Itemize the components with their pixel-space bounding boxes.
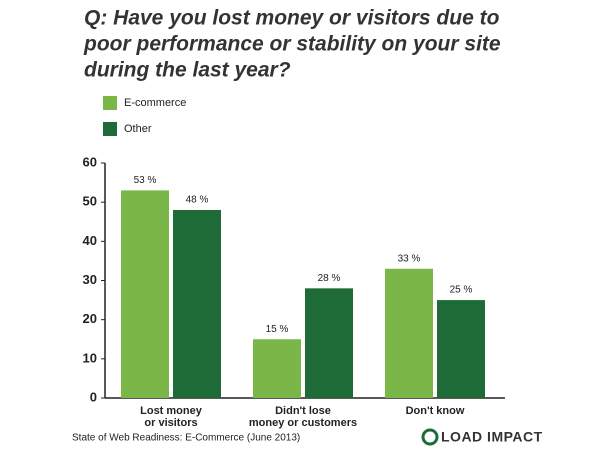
legend-label: Other [124,123,152,135]
x-tick-label: Lost money [140,405,203,417]
x-tick-label: or visitors [144,417,197,429]
value-label: 33 % [398,253,421,264]
logo-text: LOAD IMPACT [441,429,543,445]
bar [253,339,301,398]
y-tick-label: 60 [83,154,97,169]
x-tick-label: Don't know [406,405,465,417]
logo: LOAD IMPACT [421,428,543,446]
value-label: 28 % [318,273,341,284]
legend-swatch [103,122,117,136]
bar [437,300,485,398]
chart-title: poor performance or stability on your si… [83,33,501,56]
bar [121,190,169,398]
y-tick-label: 50 [83,194,97,209]
logo-icon [421,428,439,446]
value-label: 48 % [186,195,209,206]
y-tick-label: 0 [90,389,97,404]
value-label: 53 % [134,175,157,186]
y-tick-label: 40 [83,233,97,248]
y-tick-label: 20 [83,311,97,326]
bar [305,288,353,398]
bar [173,210,221,398]
y-tick-label: 10 [83,350,97,365]
x-tick-label: money or customers [249,417,357,429]
bar [385,268,433,398]
chart-title: Q: Have you lost money or visitors due t… [84,7,500,30]
value-label: 25 % [450,285,473,296]
chart-title: during the last year? [84,59,291,82]
x-tick-label: Didn't lose [275,405,331,417]
source-note: State of Web Readiness: E-Commerce (June… [72,433,300,444]
legend-label: E-commerce [124,97,186,109]
legend-swatch [103,96,117,110]
value-label: 15 % [266,324,289,335]
y-tick-label: 30 [83,272,97,287]
